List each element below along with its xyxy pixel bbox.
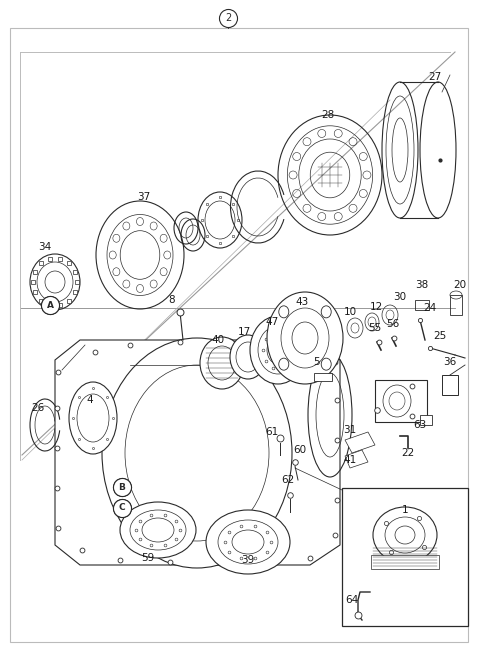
Text: 59: 59 — [142, 553, 155, 563]
Bar — [442, 375, 458, 395]
Text: B: B — [119, 482, 125, 492]
Ellipse shape — [250, 316, 306, 384]
Text: 22: 22 — [401, 448, 415, 458]
Ellipse shape — [200, 337, 244, 389]
Text: 60: 60 — [293, 445, 307, 455]
Text: 34: 34 — [38, 242, 52, 252]
Text: 31: 31 — [343, 425, 357, 435]
Text: B: B — [118, 482, 126, 492]
Text: 12: 12 — [370, 302, 383, 312]
Ellipse shape — [373, 507, 437, 563]
Text: 47: 47 — [265, 317, 278, 327]
Text: 20: 20 — [454, 280, 467, 290]
Text: 2: 2 — [225, 13, 231, 23]
Text: 10: 10 — [343, 307, 357, 317]
Text: 55: 55 — [368, 323, 382, 333]
Text: C: C — [119, 503, 125, 512]
Text: 37: 37 — [137, 192, 151, 202]
Text: 28: 28 — [322, 110, 335, 120]
Ellipse shape — [230, 335, 266, 379]
Text: 63: 63 — [413, 420, 427, 430]
Text: 40: 40 — [211, 335, 225, 345]
Bar — [371, 555, 439, 569]
Text: 61: 61 — [265, 427, 278, 437]
Text: 26: 26 — [31, 403, 45, 413]
Ellipse shape — [267, 292, 343, 384]
Ellipse shape — [102, 338, 292, 568]
Ellipse shape — [206, 510, 290, 574]
Bar — [420, 415, 432, 425]
Text: 4: 4 — [87, 395, 93, 405]
Polygon shape — [345, 450, 368, 468]
Text: 5: 5 — [312, 357, 319, 367]
Text: 56: 56 — [386, 319, 400, 329]
Text: 27: 27 — [428, 72, 442, 82]
Text: 64: 64 — [346, 595, 359, 605]
Text: 36: 36 — [444, 357, 456, 367]
Polygon shape — [55, 340, 340, 565]
Text: A: A — [46, 300, 54, 310]
Text: 38: 38 — [415, 280, 429, 290]
Text: 1: 1 — [402, 505, 408, 515]
Text: 43: 43 — [295, 297, 309, 307]
Bar — [375, 380, 427, 422]
Text: A: A — [47, 301, 53, 310]
Bar — [342, 488, 468, 626]
Bar — [450, 295, 462, 315]
Text: C: C — [119, 503, 126, 513]
Ellipse shape — [69, 382, 117, 454]
Text: 25: 25 — [433, 331, 446, 341]
Text: 24: 24 — [423, 303, 437, 313]
Text: 62: 62 — [281, 475, 295, 485]
Ellipse shape — [120, 502, 196, 558]
Text: 8: 8 — [168, 295, 175, 305]
Text: 41: 41 — [343, 455, 357, 465]
Text: 30: 30 — [394, 292, 407, 302]
Polygon shape — [345, 432, 375, 453]
Text: 39: 39 — [241, 555, 254, 565]
Text: 17: 17 — [238, 327, 251, 337]
Bar — [415, 300, 429, 310]
Bar — [314, 373, 332, 381]
